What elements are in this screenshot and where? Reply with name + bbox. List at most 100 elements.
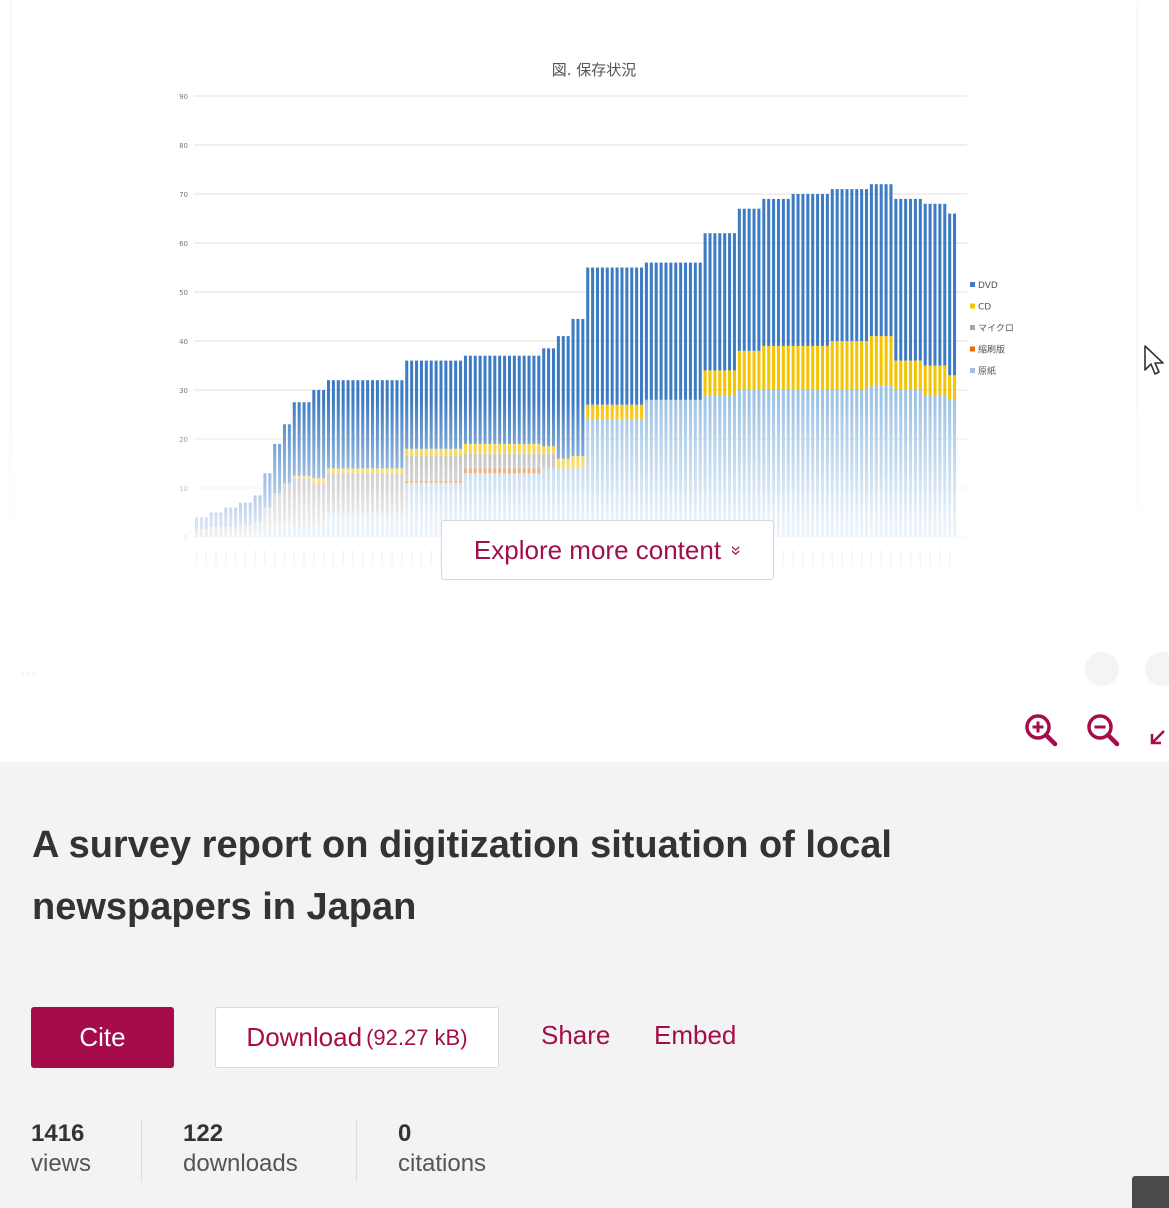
bar-segment	[825, 390, 829, 537]
bar-segment	[346, 512, 350, 537]
bar-segment	[297, 527, 301, 537]
bar-segment	[478, 468, 482, 474]
bar-segment	[605, 267, 609, 405]
bar-segment	[488, 468, 492, 474]
bar-segment	[703, 370, 707, 395]
bar-segment	[698, 399, 702, 537]
bar-segment	[747, 350, 751, 390]
bar-segment	[718, 233, 722, 371]
bar-segment	[224, 527, 228, 535]
bar-segment	[791, 194, 795, 346]
y-tick-label: 60	[179, 240, 188, 248]
bar-segment	[326, 473, 331, 513]
bar-segment	[625, 267, 629, 405]
bar-segment	[439, 448, 443, 457]
share-link[interactable]: Share	[541, 1020, 611, 1050]
bar-segment	[258, 532, 262, 537]
bar-segment	[547, 348, 551, 447]
bar-segment	[723, 394, 727, 537]
bar-segment	[737, 350, 741, 390]
y-tick-label: 40	[179, 338, 188, 346]
bar-segment	[258, 522, 262, 533]
bar-segment	[512, 443, 516, 454]
zoom-in-icon[interactable]	[1023, 712, 1059, 748]
scroll-to-top-button[interactable]	[1132, 1176, 1169, 1208]
bar-segment	[434, 448, 438, 457]
bar-segment	[781, 345, 785, 390]
bar-segment	[835, 341, 839, 390]
bar-segment	[581, 456, 585, 469]
bar-segment	[767, 390, 771, 537]
bar-segment	[488, 453, 492, 469]
bar-segment	[855, 341, 859, 390]
download-button[interactable]: Download (92.27 kB)	[215, 1007, 499, 1068]
bar-segment	[214, 527, 218, 535]
bar-segment	[767, 198, 771, 346]
bar-segment	[410, 448, 414, 457]
bar-segment	[419, 480, 423, 484]
bar-segment	[879, 336, 883, 386]
bar-segment	[282, 522, 286, 537]
embed-link[interactable]: Embed	[654, 1020, 737, 1050]
bar-segment	[380, 468, 384, 474]
cite-button[interactable]: Cite	[31, 1007, 174, 1068]
bar-segment	[459, 480, 463, 484]
bar-segment	[371, 512, 375, 537]
bar-segment	[346, 473, 350, 513]
bar-segment	[263, 473, 267, 508]
explore-label: Explore more content	[473, 534, 722, 565]
bar-segment	[698, 262, 702, 400]
bar-segment	[576, 456, 580, 469]
bar-segment	[953, 375, 957, 400]
bar-segment	[312, 478, 316, 484]
downloads-label: downloads	[183, 1150, 298, 1177]
bar-segment	[747, 208, 751, 351]
bar-segment	[341, 468, 345, 474]
expand-icon[interactable]	[1148, 712, 1169, 748]
bar-segment	[953, 213, 957, 376]
bar-segment	[507, 453, 511, 469]
zoom-out-icon[interactable]	[1085, 712, 1121, 748]
bar-segment	[234, 527, 238, 535]
bar-segment	[454, 448, 458, 457]
bar-segment	[503, 453, 507, 469]
bar-segment	[820, 345, 825, 390]
bar-segment	[659, 399, 663, 537]
bar-segment	[943, 203, 947, 366]
bar-segment	[884, 336, 888, 386]
downloads-count: 122	[183, 1120, 224, 1147]
bar-segment	[811, 390, 815, 537]
bar-segment	[899, 390, 903, 537]
bar-segment	[234, 534, 238, 537]
bar-segment	[292, 527, 296, 537]
bar-segment	[229, 507, 233, 528]
bar-segment	[405, 360, 409, 449]
bar-segment	[498, 468, 502, 474]
bar-segment	[845, 390, 849, 537]
bar-segment	[346, 380, 350, 469]
bar-segment	[312, 390, 316, 479]
legend-label: マイクロ	[978, 323, 1014, 334]
bar-segment	[600, 267, 604, 405]
bar-segment	[390, 468, 394, 474]
legend-label: 縮刷版	[978, 344, 1005, 356]
bar-segment	[336, 380, 340, 469]
bar-segment	[537, 355, 541, 444]
explore-more-content-button[interactable]: Explore more content »	[441, 520, 774, 580]
bar-segment	[380, 473, 384, 513]
bar-segment	[850, 341, 854, 390]
bar-segment	[840, 390, 844, 537]
bar-segment	[248, 524, 252, 533]
bar-segment	[507, 468, 511, 474]
bar-segment	[566, 458, 570, 469]
bar-segment	[644, 399, 648, 537]
bar-segment	[356, 512, 360, 537]
bar-segment	[835, 390, 839, 537]
bar-segment	[532, 355, 536, 444]
bar-segment	[591, 404, 595, 420]
bar-segment	[825, 345, 829, 390]
bar-segment	[796, 390, 800, 537]
bar-segment	[468, 443, 472, 454]
bar-segment	[718, 370, 722, 395]
bar-segment	[674, 399, 678, 537]
